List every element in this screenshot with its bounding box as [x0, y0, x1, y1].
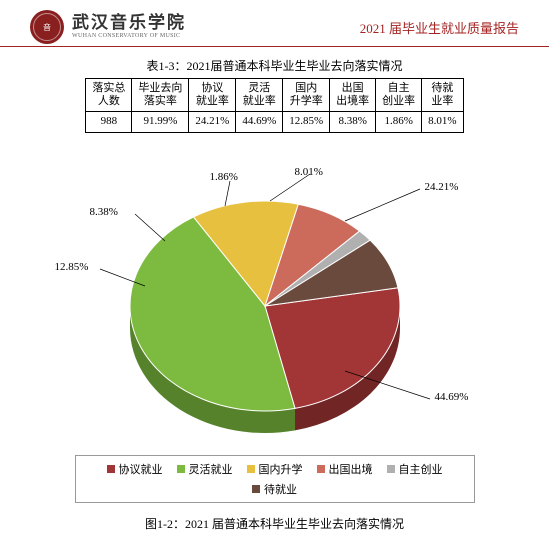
legend-label: 协议就业	[119, 461, 163, 477]
legend-label: 国内升学	[259, 461, 303, 477]
pie-slice-label: 8.01%	[295, 166, 323, 178]
pie-chart: 24.21% 44.69% 12.85% 8.38% 1.86% 8.01% 协议就业 灵活…	[35, 151, 515, 503]
pie-slice-label: 1.86%	[210, 171, 238, 183]
table-cell: 8.38%	[330, 112, 376, 132]
pie-slice-label: 8.38%	[90, 206, 118, 218]
legend-swatch-icon	[387, 465, 395, 473]
legend-item: 待就业	[252, 481, 297, 497]
institution-name-en: WUHAN CONSERVATORY OF MUSIC	[72, 33, 186, 40]
legend-swatch-icon	[247, 465, 255, 473]
table-column-header: 落实总人数	[86, 79, 132, 112]
table-cell: 24.21%	[189, 112, 236, 132]
legend-swatch-icon	[177, 465, 185, 473]
table-column-header: 待就业率	[422, 79, 463, 112]
legend-swatch-icon	[252, 485, 260, 493]
legend-item: 协议就业	[107, 461, 163, 477]
chart-legend: 协议就业 灵活就业 国内升学 出国出境 自主创业待就业	[75, 455, 475, 503]
table-cell: 1.86%	[376, 112, 422, 132]
table-column-header: 灵活就业率	[236, 79, 283, 112]
table-column-header: 出国出境率	[330, 79, 376, 112]
report-title: 2021 届毕业生就业质量报告	[360, 18, 519, 37]
legend-item: 出国出境	[317, 461, 373, 477]
legend-label: 出国出境	[329, 461, 373, 477]
legend-item: 灵活就业	[177, 461, 233, 477]
institution-name-cn: 武汉音乐学院	[72, 14, 186, 33]
table-column-header: 协议就业率	[189, 79, 236, 112]
table-cell: 44.69%	[236, 112, 283, 132]
logo-block: 音 武汉音乐学院 WUHAN CONSERVATORY OF MUSIC	[30, 10, 186, 44]
table-column-header: 毕业去向落实率	[132, 79, 189, 112]
legend-label: 灵活就业	[189, 461, 233, 477]
table-cell: 91.99%	[132, 112, 189, 132]
table-caption: 表1-3：2021届普通本科毕业生毕业去向落实情况	[0, 57, 549, 74]
legend-item: 自主创业	[387, 461, 443, 477]
table-header-row: 落实总人数毕业去向落实率协议就业率灵活就业率国内升学率出国出境率自主创业率待就业…	[86, 79, 463, 112]
table-cell: 8.01%	[422, 112, 463, 132]
figure-caption: 图1-2：2021 届普通本科毕业生毕业去向落实情况	[0, 515, 549, 532]
page-header: 音 武汉音乐学院 WUHAN CONSERVATORY OF MUSIC 202…	[0, 0, 549, 47]
employment-table: 落实总人数毕业去向落实率协议就业率灵活就业率国内升学率出国出境率自主创业率待就业…	[85, 78, 463, 133]
institution-seal-icon: 音	[30, 10, 64, 44]
legend-swatch-icon	[317, 465, 325, 473]
table-column-header: 自主创业率	[376, 79, 422, 112]
legend-item: 国内升学	[247, 461, 303, 477]
legend-swatch-icon	[107, 465, 115, 473]
legend-label: 待就业	[264, 481, 297, 497]
pie-slice-label: 12.85%	[55, 261, 89, 273]
pie-slice-label: 44.69%	[435, 391, 469, 403]
table-column-header: 国内升学率	[283, 79, 330, 112]
pie-area: 24.21% 44.69% 12.85% 8.38% 1.86% 8.01%	[35, 151, 515, 451]
table-data-row: 98891.99%24.21%44.69%12.85%8.38%1.86%8.0…	[86, 112, 463, 132]
pie-slice-label: 24.21%	[425, 181, 459, 193]
pie-svg	[35, 151, 515, 451]
table-cell: 12.85%	[283, 112, 330, 132]
legend-label: 自主创业	[399, 461, 443, 477]
table-cell: 988	[86, 112, 132, 132]
institution-name-block: 武汉音乐学院 WUHAN CONSERVATORY OF MUSIC	[72, 14, 186, 39]
